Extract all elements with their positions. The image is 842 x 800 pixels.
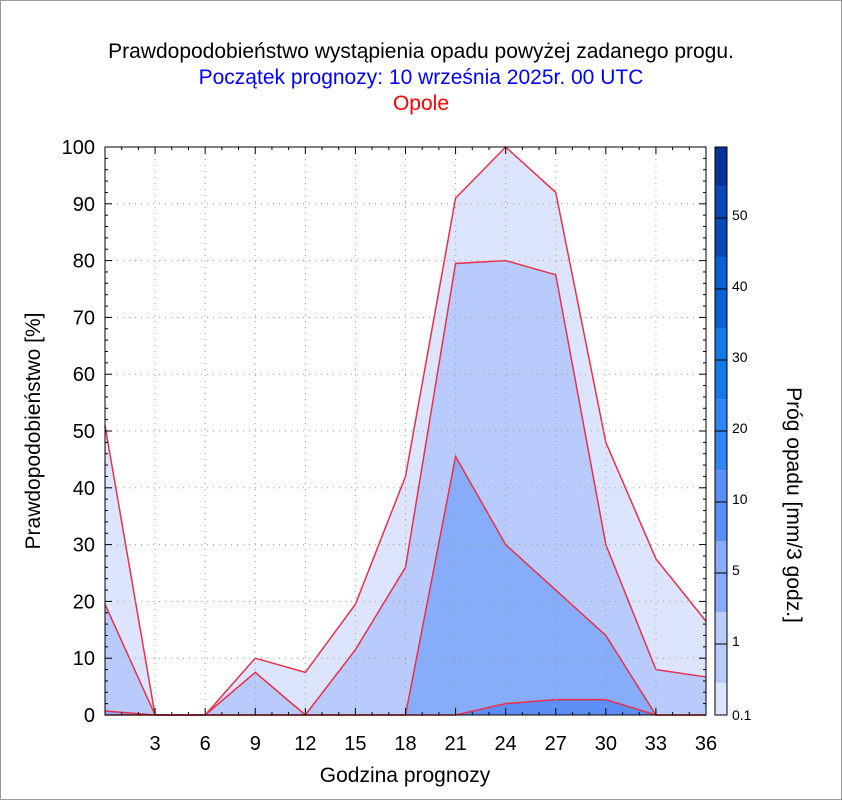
y-tick-label: 60 bbox=[73, 364, 95, 386]
x-tick-label: 3 bbox=[150, 733, 161, 755]
y-axis-label: Prawdopodobieństwo [%] bbox=[22, 313, 45, 550]
colorbar-tick-label: 40 bbox=[732, 278, 748, 294]
colorbar-tick-label: 20 bbox=[732, 420, 748, 436]
colorbar-tick-label: 10 bbox=[732, 491, 748, 507]
y-tick-label: 100 bbox=[62, 137, 95, 159]
location-label: Opole bbox=[392, 92, 450, 115]
x-tick-label: 15 bbox=[344, 733, 366, 755]
y-tick-label: 0 bbox=[84, 705, 95, 727]
colorbar-band-5 bbox=[715, 328, 727, 400]
colorbar-band-1 bbox=[715, 612, 727, 684]
colorbar-tick-label: 1 bbox=[732, 633, 740, 649]
y-tick-label: 40 bbox=[73, 478, 95, 500]
x-tick-label: 30 bbox=[595, 733, 617, 755]
y-tick-label: 30 bbox=[73, 535, 95, 557]
x-tick-label: 36 bbox=[695, 733, 717, 755]
colorbar-tick-label: 5 bbox=[732, 562, 740, 578]
colorbar-tick-label: 30 bbox=[732, 349, 748, 365]
grid-lines bbox=[105, 147, 706, 715]
colorbar-band-8 bbox=[715, 147, 727, 187]
colorbar-tick-label: 50 bbox=[732, 207, 748, 223]
threshold-colorbar: 0.1 1 5 10 20 30 40 50 bbox=[714, 146, 752, 723]
colorbar-band-6 bbox=[715, 257, 727, 329]
colorbar-band-7 bbox=[715, 186, 727, 258]
y-tick-label: 10 bbox=[73, 648, 95, 670]
x-tick-label: 6 bbox=[200, 733, 211, 755]
colorbar-tick-label: 0.1 bbox=[732, 707, 752, 723]
chart-title: Prawdopodobieństwo wystąpienia opadu pow… bbox=[108, 40, 734, 63]
x-tick-label: 21 bbox=[444, 733, 466, 755]
y-tick-label: 90 bbox=[73, 194, 95, 216]
forecast-start-subtitle: Początek prognozy: 10 września 2025r. 00… bbox=[198, 66, 644, 89]
colorbar-band-0 bbox=[715, 683, 727, 715]
colorbar-band-3 bbox=[715, 470, 727, 542]
area-threshold-5 bbox=[105, 456, 706, 715]
y-tick-label: 20 bbox=[73, 591, 95, 613]
colorbar-band-2 bbox=[715, 541, 727, 613]
x-tick-label: 33 bbox=[645, 733, 667, 755]
x-tick-label: 18 bbox=[394, 733, 416, 755]
x-tick-label: 24 bbox=[495, 733, 517, 755]
y-tick-label: 50 bbox=[73, 421, 95, 443]
x-tick-label: 27 bbox=[545, 733, 567, 755]
x-tick-label: 9 bbox=[250, 733, 261, 755]
colorbar-band-4 bbox=[715, 399, 727, 471]
y-tick-label: 70 bbox=[73, 307, 95, 329]
colorbar-label: Próg opadu [mm/3 godz.] bbox=[782, 387, 805, 623]
x-axis-label: Godzina prognozy bbox=[320, 764, 491, 787]
y-tick-label: 80 bbox=[73, 251, 95, 273]
axes bbox=[104, 146, 707, 716]
x-tick-label: 12 bbox=[294, 733, 316, 755]
